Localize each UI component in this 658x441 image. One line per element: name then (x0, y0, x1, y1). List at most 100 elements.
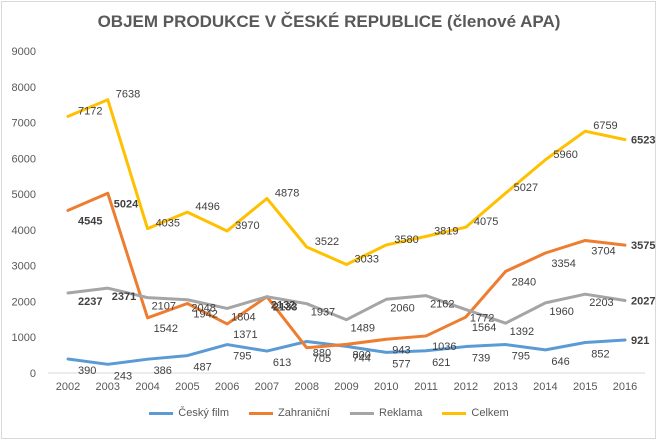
data-label-zahranicni: 705 (313, 353, 331, 365)
x-tick-label: 2014 (533, 381, 557, 393)
data-label-cesky-film: 795 (233, 351, 251, 363)
series-line-zahranicni (66, 191, 627, 350)
data-label-reklama: 2162 (430, 299, 454, 311)
x-tick-label: 2007 (255, 381, 279, 393)
x-tick-label: 2010 (374, 381, 398, 393)
legend-label: Reklama (379, 407, 423, 419)
data-label-celkem: 6523 (631, 135, 655, 147)
data-label-reklama: 2237 (78, 296, 102, 308)
data-label-zahranicni: 5024 (114, 198, 139, 210)
data-label-cesky-film: 577 (392, 358, 410, 370)
series-line-cesky-film (66, 338, 627, 366)
y-tick-label: 7000 (12, 118, 36, 130)
data-label-celkem: 6759 (593, 120, 617, 132)
data-label-zahranicni: 3575 (631, 240, 655, 252)
data-label-reklama: 1392 (510, 326, 534, 338)
legend-label: Celkem (471, 407, 509, 419)
data-label-celkem: 7172 (78, 105, 102, 117)
data-label-celkem: 4878 (275, 187, 299, 199)
data-label-cesky-film: 621 (432, 357, 450, 369)
data-label-cesky-film: 852 (591, 349, 609, 361)
data-label-celkem: 3522 (315, 236, 339, 248)
data-label-celkem: 3580 (394, 234, 418, 246)
data-label-zahranicni: 1542 (154, 323, 178, 335)
y-tick-label: 5000 (12, 189, 36, 201)
data-label-celkem: 4035 (156, 218, 180, 230)
data-label-reklama: 2060 (390, 302, 414, 314)
data-label-cesky-film: 386 (154, 365, 172, 377)
data-label-zahranicni: 2133 (273, 302, 297, 314)
legend-swatch (442, 411, 467, 415)
data-label-cesky-film: 739 (472, 353, 490, 365)
x-tick-label: 2005 (175, 381, 199, 393)
data-label-celkem: 4075 (474, 216, 498, 228)
y-tick-label: 3000 (12, 261, 36, 273)
data-label-cesky-film: 880 (313, 348, 331, 360)
legend-item: Reklama (350, 407, 422, 419)
data-label-cesky-film: 390 (78, 365, 96, 377)
data-label-celkem: 5960 (553, 149, 577, 161)
chart-title: OBJEM PRODUKCE V ČESKÉ REPUBLICE (členov… (97, 12, 561, 31)
data-label-celkem: 3033 (355, 253, 379, 265)
data-label-cesky-film: 487 (193, 362, 211, 374)
data-label-reklama: 2371 (112, 291, 136, 303)
data-label-reklama: 1772 (470, 313, 494, 325)
x-tick-label: 2003 (96, 381, 120, 393)
data-label-cesky-film: 646 (551, 356, 569, 368)
data-label-zahranicni: 3704 (591, 245, 615, 257)
y-tick-label: 1000 (12, 332, 36, 344)
data-label-reklama: 2107 (152, 301, 176, 313)
data-label-zahranicni: 2840 (512, 276, 536, 288)
data-label-celkem: 5027 (514, 182, 538, 194)
data-label-zahranicni: 1036 (432, 341, 456, 353)
data-label-zahranicni: 3354 (551, 258, 575, 270)
x-tick-label: 2016 (613, 381, 637, 393)
legend-item: Celkem (442, 407, 509, 419)
y-tick-label: 8000 (12, 82, 36, 94)
legend-item: Český film (149, 407, 229, 419)
x-tick-label: 2012 (454, 381, 478, 393)
data-label-zahranicni: 943 (392, 344, 410, 356)
data-label-reklama: 1489 (351, 323, 375, 335)
x-tick-label: 2013 (493, 381, 517, 393)
x-tick-label: 2008 (294, 381, 318, 393)
legend-swatch (350, 411, 374, 415)
legend-label: Český film (178, 407, 230, 419)
data-label-zahranicni: 1942 (193, 309, 217, 321)
data-label-zahranicni: 1371 (233, 329, 257, 341)
data-label-cesky-film: 243 (114, 370, 132, 382)
x-tick-label: 2006 (215, 381, 239, 393)
series-line-celkem (66, 98, 627, 266)
data-label-celkem: 4496 (195, 201, 219, 213)
data-label-celkem: 3819 (434, 225, 458, 237)
data-label-cesky-film: 795 (512, 351, 530, 363)
data-label-reklama: 1804 (231, 311, 255, 323)
y-tick-label: 2000 (12, 296, 36, 308)
data-label-reklama: 1937 (311, 307, 335, 319)
data-label-zahranicni: 4545 (78, 215, 102, 227)
x-tick-label: 2011 (414, 381, 438, 393)
series-line-reklama (66, 286, 627, 325)
data-label-zahranicni: 800 (353, 349, 371, 361)
data-label-cesky-film: 921 (631, 335, 649, 347)
legend-swatch (249, 411, 274, 415)
data-label-reklama: 2048 (191, 303, 215, 315)
data-label-zahranicni: 1564 (472, 322, 496, 334)
data-label-reklama: 2132 (271, 300, 295, 312)
data-label-reklama: 2203 (589, 297, 613, 309)
data-label-reklama: 2027 (631, 295, 655, 307)
y-tick-label: 4000 (12, 225, 36, 237)
y-tick-label: 6000 (12, 153, 36, 165)
legend-swatch (149, 411, 174, 415)
x-tick-label: 2009 (334, 381, 358, 393)
chart-legend: Český film Zahraniční Reklama Celkem (0, 407, 658, 419)
x-tick-label: 2015 (573, 381, 597, 393)
legend-label: Zahraniční (278, 407, 330, 419)
data-label-celkem: 3970 (235, 220, 259, 232)
y-tick-label: 0 (30, 368, 36, 380)
data-label-cesky-film: 744 (353, 352, 371, 364)
y-tick-label: 9000 (12, 46, 36, 58)
data-label-reklama: 1960 (549, 306, 573, 318)
